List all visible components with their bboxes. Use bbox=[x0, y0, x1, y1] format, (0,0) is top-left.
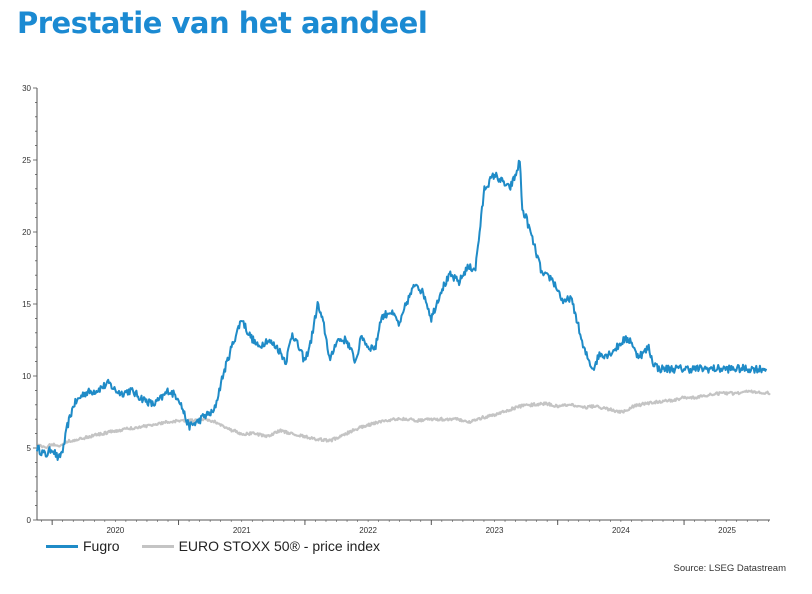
page-title: Prestatie van het aandeel bbox=[17, 6, 428, 40]
legend-item-fugro: Fugro bbox=[46, 538, 120, 554]
x-tick-label: 2025 bbox=[718, 526, 736, 535]
y-tick-label: 0 bbox=[27, 516, 32, 525]
legend-swatch-fugro bbox=[46, 544, 78, 548]
x-tick-label: 2022 bbox=[359, 526, 377, 535]
x-tick-label: 2020 bbox=[106, 526, 124, 535]
y-tick-label: 30 bbox=[22, 84, 31, 93]
source-note: Source: LSEG Datastream bbox=[673, 563, 786, 574]
legend-label-fugro: Fugro bbox=[83, 538, 120, 554]
x-tick-label: 2023 bbox=[486, 526, 504, 535]
legend-item-euro-stoxx: EURO STOXX 50® - price index bbox=[141, 538, 381, 554]
y-tick-label: 15 bbox=[22, 300, 31, 309]
y-tick-label: 10 bbox=[22, 372, 31, 381]
y-tick-label: 5 bbox=[27, 444, 32, 453]
legend-label-euro-stoxx: EURO STOXX 50® - price index bbox=[178, 538, 381, 554]
legend-swatch-euro-stoxx bbox=[141, 544, 174, 548]
x-tick-label: 2021 bbox=[233, 526, 251, 535]
chart-series bbox=[36, 159, 771, 461]
chart-legend: Fugro EURO STOXX 50® - price index bbox=[46, 538, 402, 554]
series-line-fugro bbox=[36, 159, 768, 461]
y-tick-label: 20 bbox=[22, 228, 31, 237]
x-tick-label: 2024 bbox=[612, 526, 630, 535]
y-tick-label: 25 bbox=[22, 156, 31, 165]
series-line-euro-stoxx bbox=[36, 389, 771, 449]
